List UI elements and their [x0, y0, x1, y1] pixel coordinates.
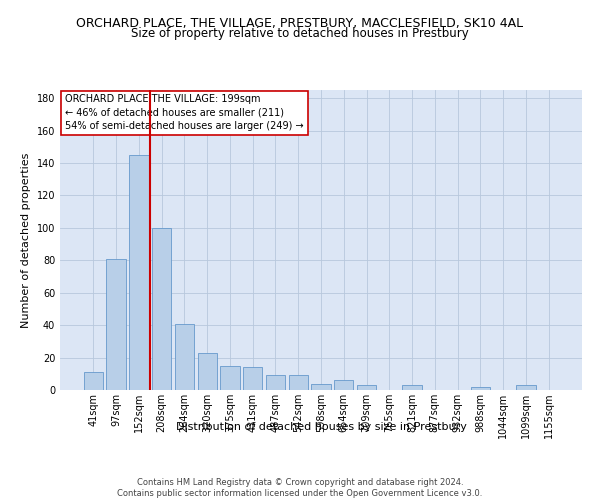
Bar — [243, 368, 262, 390]
Text: Distribution of detached houses by size in Prestbury: Distribution of detached houses by size … — [176, 422, 466, 432]
Bar — [289, 376, 308, 390]
Bar — [84, 372, 103, 390]
Text: ORCHARD PLACE THE VILLAGE: 199sqm
← 46% of detached houses are smaller (211)
54%: ORCHARD PLACE THE VILLAGE: 199sqm ← 46% … — [65, 94, 304, 131]
Bar — [266, 376, 285, 390]
Bar — [516, 385, 536, 390]
Bar — [152, 228, 172, 390]
Bar — [470, 387, 490, 390]
Bar — [403, 385, 422, 390]
Bar — [220, 366, 239, 390]
Bar — [311, 384, 331, 390]
Bar — [175, 324, 194, 390]
Text: Contains HM Land Registry data © Crown copyright and database right 2024.
Contai: Contains HM Land Registry data © Crown c… — [118, 478, 482, 498]
Bar — [106, 258, 126, 390]
Y-axis label: Number of detached properties: Number of detached properties — [21, 152, 31, 328]
Bar — [357, 385, 376, 390]
Bar — [197, 352, 217, 390]
Text: ORCHARD PLACE, THE VILLAGE, PRESTBURY, MACCLESFIELD, SK10 4AL: ORCHARD PLACE, THE VILLAGE, PRESTBURY, M… — [76, 18, 524, 30]
Bar — [334, 380, 353, 390]
Text: Size of property relative to detached houses in Prestbury: Size of property relative to detached ho… — [131, 28, 469, 40]
Bar — [129, 155, 149, 390]
